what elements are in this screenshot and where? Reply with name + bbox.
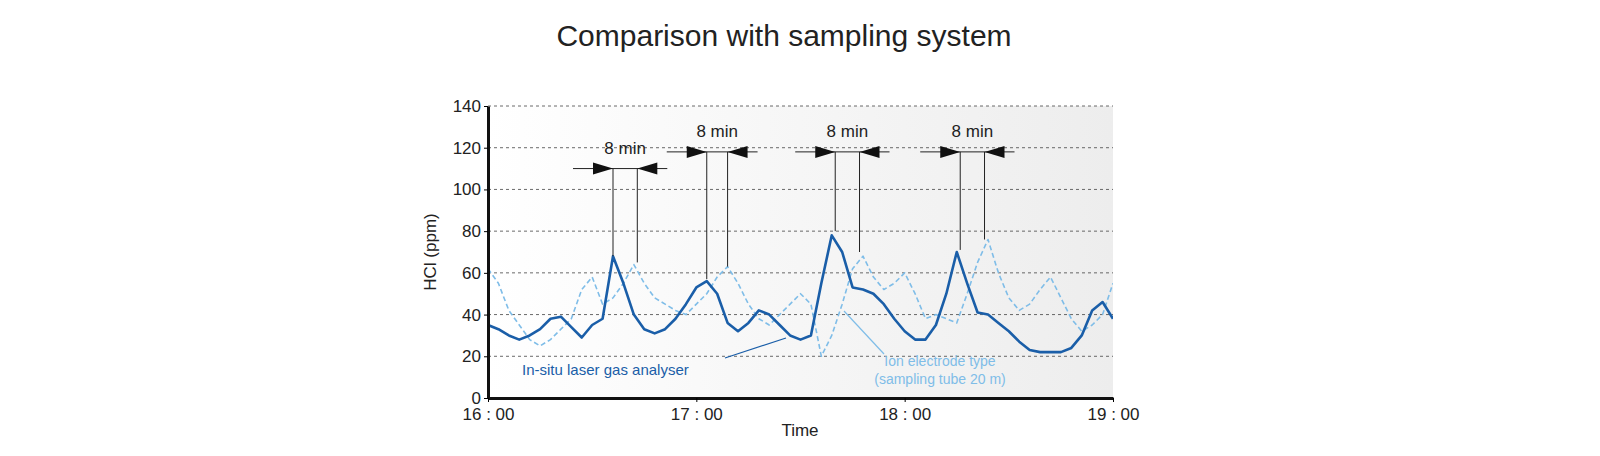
arrow-head [860, 146, 880, 158]
grid-line [488, 398, 1113, 399]
y-tick: 40 [462, 306, 488, 325]
x-tick-label: 17 : 00 [671, 405, 723, 424]
arrow-head [637, 163, 657, 175]
x-tick-mark [488, 398, 489, 402]
x-tick-mark [1113, 398, 1114, 402]
y-tick-mark [484, 315, 488, 316]
grid-line [488, 272, 1113, 273]
y-axis: 020406080100120140 [453, 97, 489, 408]
plot-area [488, 235, 1113, 356]
annotations: 8 min 8 min 8 min 8 min [573, 122, 1015, 279]
y-tick-mark [484, 273, 488, 274]
annotation-label: 8 min [604, 139, 646, 158]
y-tick-mark [484, 106, 488, 107]
label-leader [725, 338, 786, 358]
grid-line [488, 356, 1113, 357]
interval-annotation: 8 min [667, 122, 758, 279]
interval-annotation: 8 min [573, 139, 667, 263]
interval-annotation: 8 min [920, 122, 1014, 250]
y-tick-mark [484, 148, 488, 149]
arrow-head [728, 146, 748, 158]
x-tick-label: 16 : 00 [463, 405, 515, 424]
arrow-head [593, 163, 613, 175]
annotation-leader [960, 152, 961, 250]
y-axis-title: HCl (ppm) [421, 213, 440, 290]
y-tick: 60 [462, 264, 488, 283]
y-tick: 80 [462, 222, 488, 241]
series-line [488, 235, 1113, 352]
annotation-label: 8 min [827, 122, 869, 141]
annotation-leader [835, 152, 836, 231]
y-tick-label: 60 [462, 264, 481, 283]
annotation-leader [706, 152, 707, 279]
y-tick: 140 [453, 97, 488, 116]
x-tick-label: 18 : 00 [879, 405, 931, 424]
y-tick-label: 120 [453, 139, 481, 158]
interval-annotation: 8 min [795, 122, 889, 252]
arrow-head [815, 146, 835, 158]
x-tick: 18 : 00 [879, 398, 931, 424]
y-axis-line [487, 107, 490, 399]
arrow-head [985, 146, 1005, 158]
plot-background [488, 106, 1113, 398]
x-axis-line [489, 397, 1114, 400]
grid [488, 106, 1113, 398]
annotation-leader [859, 152, 860, 252]
y-tick-label: 100 [453, 180, 481, 199]
annotation-leader [637, 169, 638, 263]
grid-line [488, 231, 1113, 232]
annotation-leader [984, 152, 985, 240]
grid-line [488, 314, 1113, 315]
x-tick: 16 : 00 [463, 398, 515, 424]
grid-line [488, 147, 1113, 148]
x-tick-label: 19 : 00 [1088, 405, 1140, 424]
y-tick: 100 [453, 180, 488, 199]
y-tick-mark [484, 189, 488, 190]
y-tick: 20 [462, 347, 488, 366]
y-tick-label: 40 [462, 306, 481, 325]
title: Comparison with sampling system [556, 19, 1011, 52]
arrow-head [687, 146, 707, 158]
arrow-head [940, 146, 960, 158]
y-tick-mark [484, 398, 488, 399]
x-tick: 19 : 00 [1088, 398, 1140, 424]
series-label: Ion electrode type [884, 353, 996, 369]
series-sublabel: (sampling tube 20 m) [874, 371, 1006, 387]
y-tick-label: 140 [453, 97, 481, 116]
grid-line [488, 189, 1113, 190]
y-tick-label: 80 [462, 222, 481, 241]
annotation-leader [613, 169, 614, 257]
y-tick-label: 20 [462, 347, 481, 366]
label-leader [844, 311, 884, 354]
y-tick-mark [484, 356, 488, 357]
x-tick-mark [696, 398, 697, 402]
y-tick-mark [484, 231, 488, 232]
x-tick: 17 : 00 [671, 398, 723, 424]
annotation-label: 8 min [696, 122, 738, 141]
annotation-label: 8 min [952, 122, 994, 141]
series-label: In-situ laser gas analyser [522, 361, 689, 378]
chart: Comparison with sampling system020406080… [0, 0, 1600, 456]
annotation-leader [727, 152, 728, 267]
x-axis-title: Time [781, 421, 818, 440]
grid-line [488, 106, 1113, 107]
x-tick-mark [905, 398, 906, 402]
y-tick: 120 [453, 139, 488, 158]
